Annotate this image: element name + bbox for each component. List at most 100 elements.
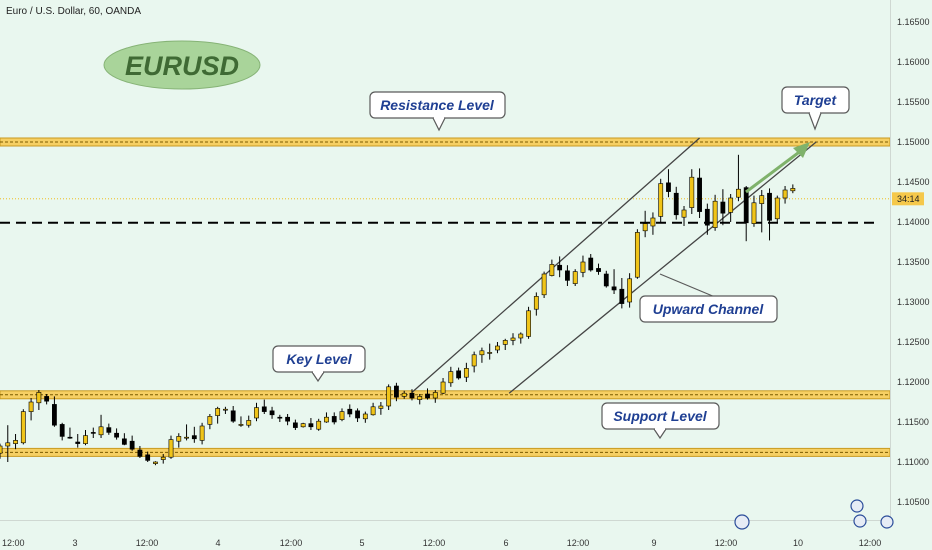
candle [238,416,244,427]
candle [355,408,360,422]
candle-body [751,202,757,224]
candle [191,426,197,443]
candle [215,406,221,424]
candle-body [588,257,594,271]
channel-callout-text: Upward Channel [653,301,765,317]
candle-body [129,440,135,450]
time-tick-7: 6 [503,538,508,548]
candle [176,433,182,448]
candle-body [153,461,158,464]
time-tick-6: 12:00 [423,538,446,548]
candle-body [627,278,633,303]
candle [526,306,531,339]
candle-body [324,416,329,423]
candle-body [728,197,734,213]
candle-body [463,368,469,378]
time-tick-10: 12:00 [715,538,738,548]
target-callout-text: Target [794,92,838,108]
badge-ellipse [103,40,261,90]
candle-body [316,420,322,430]
candle-body [440,381,446,394]
candle-body [526,310,531,337]
channel-callout: Upward Channel [639,273,778,323]
candle [456,367,462,380]
candle [541,271,547,298]
candle [650,212,656,235]
candle [168,435,174,459]
candle [20,409,26,445]
candle-body [277,416,283,419]
candle-body [207,416,213,425]
candle-body [145,454,151,461]
candle-body [230,410,236,422]
candle [254,402,259,422]
candle [736,154,741,202]
candle-body [0,445,3,454]
candle [666,169,671,198]
candle [580,255,586,278]
candle-body [471,354,477,367]
candle-body [292,422,298,428]
flag-event-icon [880,515,894,529]
candle [432,390,438,403]
candle [300,422,306,428]
candle [370,402,376,416]
candle-body [767,192,772,221]
candle-body [603,273,609,287]
target-callout: Target [781,86,850,131]
price-axis: 1.16500 1.16000 1.15500 1.15000 1.14500 1.140… [897,17,930,507]
candle [153,461,158,466]
candle [565,265,570,286]
candle-body [331,416,337,423]
candle-body [790,188,796,192]
time-tick-5: 5 [359,538,364,548]
key-level-callout: Key Level [272,345,366,383]
candle-body [362,413,368,420]
resistance-callout-text: Resistance Level [380,97,495,113]
candle [681,206,687,226]
candle [533,292,539,316]
candle-body [409,392,415,399]
candle [331,412,337,425]
candle [471,351,477,373]
candle [495,342,500,354]
candle [83,430,88,446]
candle-body [557,264,563,271]
price-tick-6: 1.13500 [897,257,930,267]
candle [207,414,213,430]
candle-body [261,406,267,412]
candle [502,338,508,350]
candle [658,178,664,222]
candle [510,333,516,346]
candle-body [5,442,11,447]
candle [767,188,772,241]
countdown-bg [892,192,924,206]
time-axis: 12:00 3 12:00 4 12:00 5 12:00 6 12:00 9 … [2,538,881,548]
candle [479,347,485,363]
candle [223,406,228,414]
price-tick-7: 1.13000 [897,297,930,307]
candle [160,454,166,464]
time-tick-4: 12:00 [280,538,303,548]
candle-body [52,404,57,426]
candle-body [448,371,454,384]
candle [409,389,415,401]
candle-body [611,286,617,291]
candle [114,428,119,440]
candle [417,394,423,405]
price-tick-3: 1.15000 [897,137,930,147]
candle-body [191,435,197,440]
candle-body [121,438,127,445]
candle-body [308,423,314,428]
candle-body [339,411,345,420]
candle [347,404,353,418]
candle [28,398,34,421]
candle-body [269,410,275,416]
candle [790,184,796,194]
candle-body [83,435,88,444]
candle-body [479,350,485,356]
candle [362,411,368,423]
candle-body [619,288,625,304]
candle [52,396,57,427]
